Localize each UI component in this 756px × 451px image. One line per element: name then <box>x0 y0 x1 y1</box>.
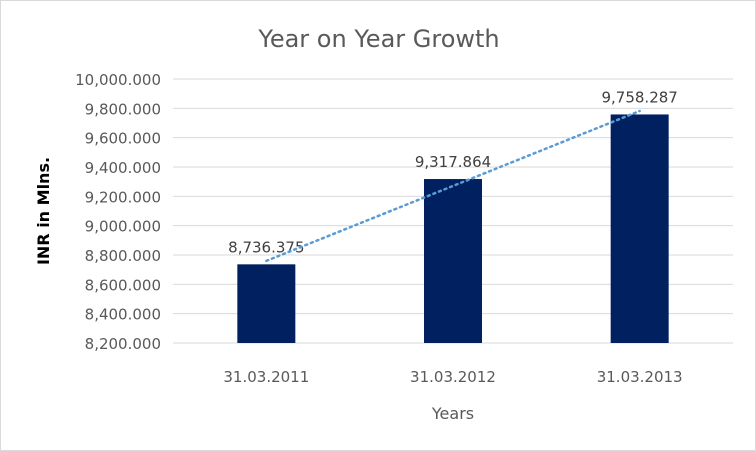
y-tick-label: 8,200.000 <box>85 335 161 353</box>
x-tick-label: 31.03.2013 <box>597 368 683 386</box>
y-tick-label: 8,600.000 <box>85 276 161 294</box>
x-tick-label: 31.03.2012 <box>410 368 496 386</box>
y-axis-label: INR in Mlns. <box>34 157 53 265</box>
data-label: 9,317.864 <box>415 153 491 171</box>
y-tick-label: 8,800.000 <box>85 247 161 265</box>
y-tick-label: 9,200.000 <box>85 188 161 206</box>
x-tick-label: 31.03.2011 <box>223 368 309 386</box>
chart-title: Year on Year Growth <box>257 25 499 53</box>
y-tick-label: 9,400.000 <box>85 159 161 177</box>
data-label: 8,736.375 <box>228 238 304 256</box>
trendline <box>265 109 641 263</box>
data-label: 9,758.287 <box>601 88 677 106</box>
y-tick-label: 9,000.000 <box>85 218 161 236</box>
x-axis-label: Years <box>431 404 474 423</box>
y-tick-label: 8,400.000 <box>85 306 161 324</box>
y-tick-label: 10,000.000 <box>75 71 161 89</box>
y-tick-label: 9,600.000 <box>85 130 161 148</box>
bar <box>610 114 669 344</box>
bar <box>424 179 482 343</box>
y-tick-label: 9,800.000 <box>85 100 161 118</box>
bar <box>237 264 296 343</box>
